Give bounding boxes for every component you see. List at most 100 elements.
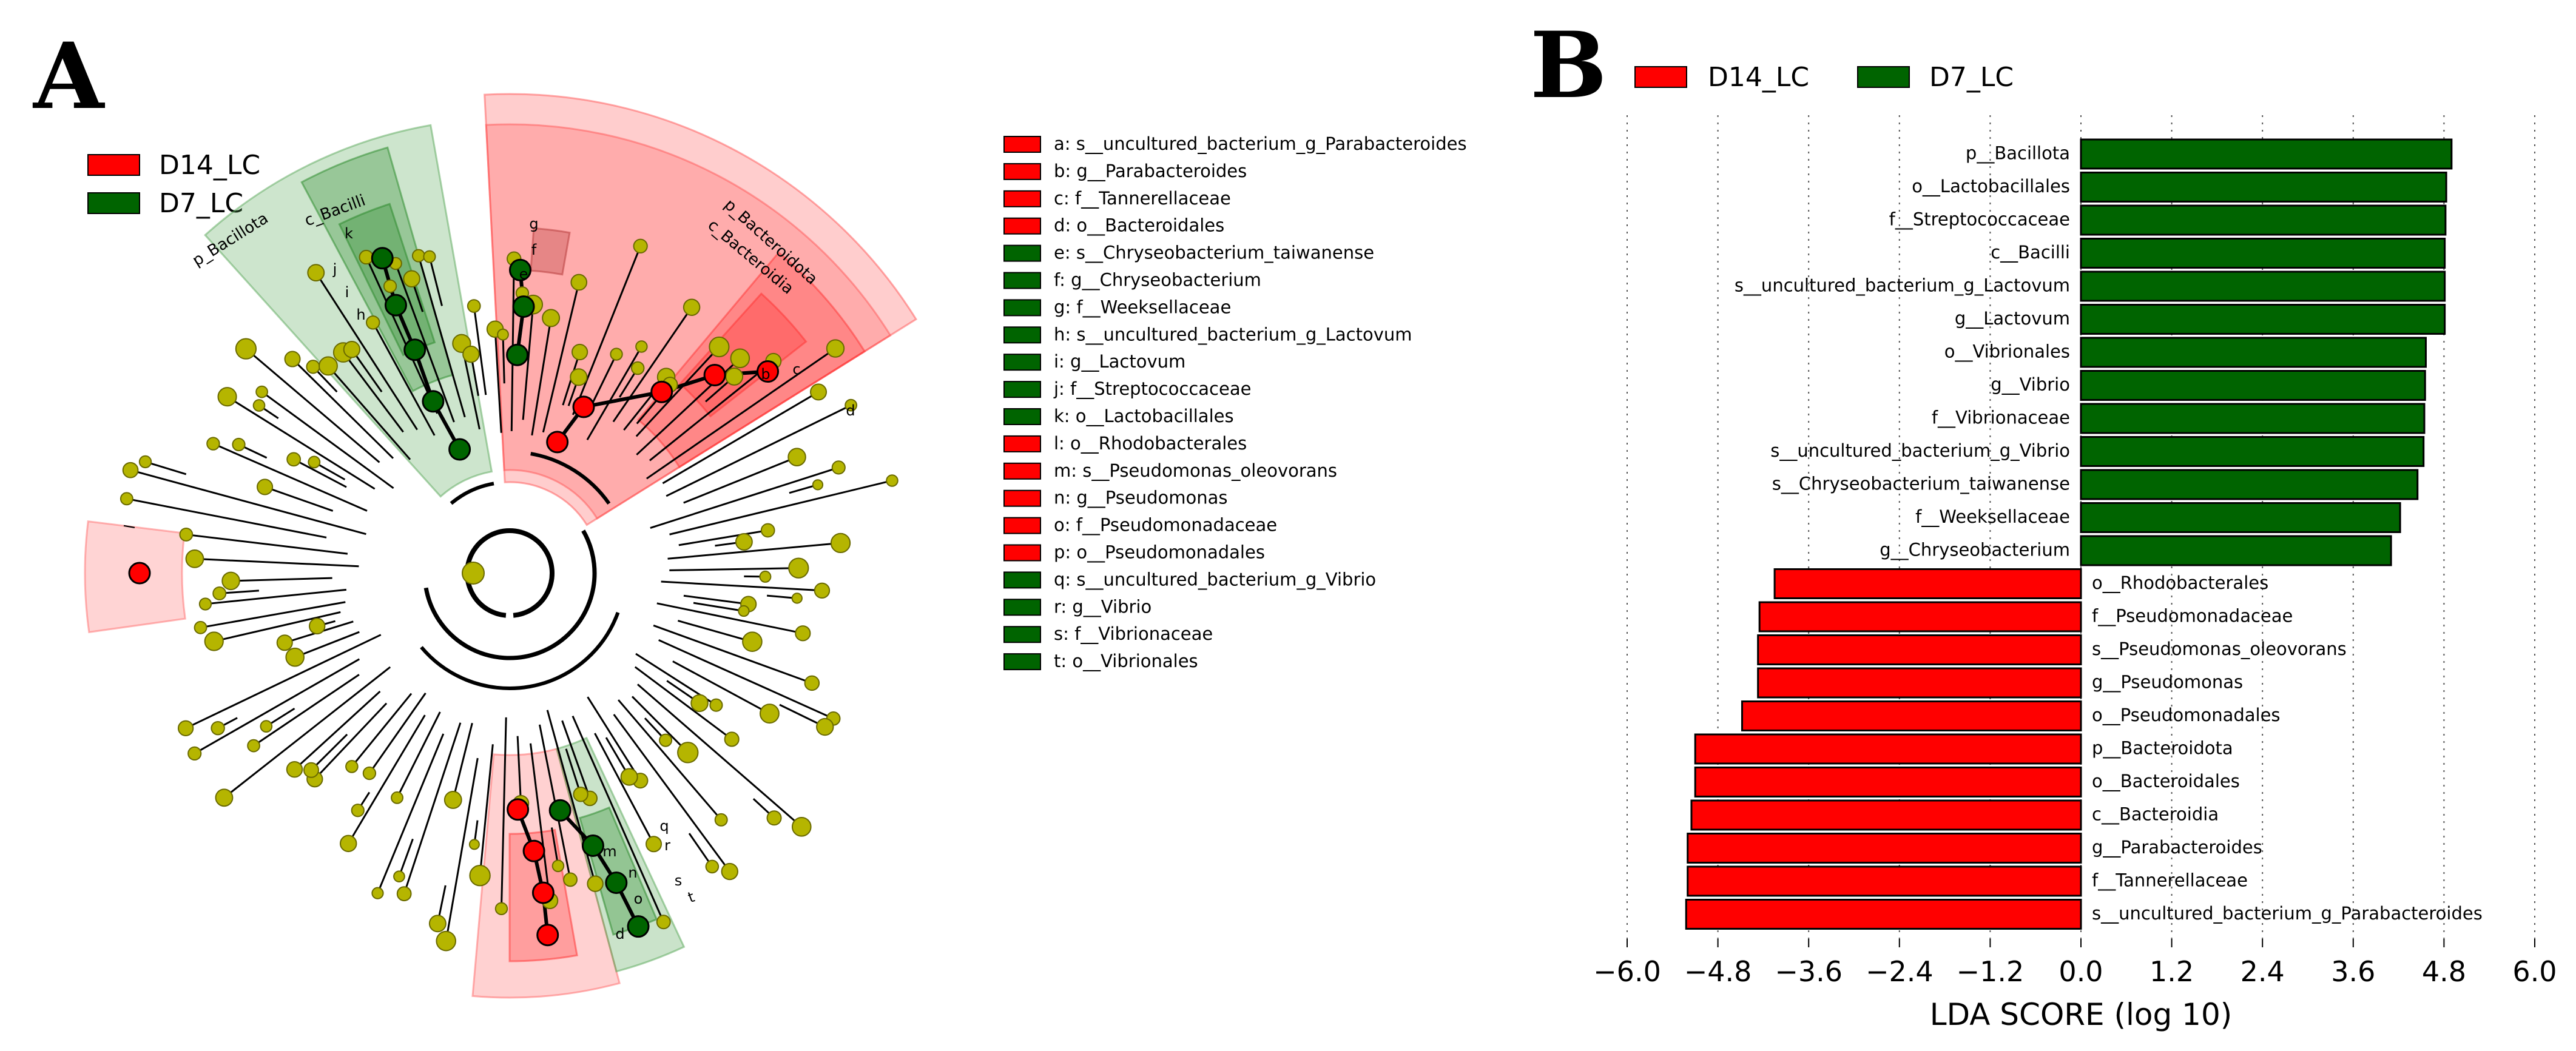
tree-leaf-node-115-link (253, 674, 360, 747)
tree-leaf-node-111-link (314, 702, 388, 780)
tree-leaf-node-83 (714, 813, 728, 827)
clade-label-bottom-n: n (628, 864, 637, 881)
chain-bacteroidota-node-1 (572, 395, 595, 418)
tree-leaf-node-106-link (396, 711, 441, 799)
x-tick-label-6: 1.2 (2149, 955, 2194, 988)
lda-bar-label-23: s__uncultured_bacterium_g_Parabacteroide… (2092, 903, 2483, 924)
tree-leaf-node-9-link (265, 486, 334, 512)
tree-leaf-node-116 (260, 720, 273, 733)
key-swatch-l (1003, 435, 1041, 452)
tree-leaf-node-76 (709, 698, 723, 712)
tree-leaf-node-46 (630, 361, 645, 375)
tree-leaf-node-10 (206, 437, 220, 451)
chain-chryseobacterium-node-1 (512, 295, 535, 318)
tree-leaf-node-39 (542, 309, 561, 327)
key-item-f: f: g__Chryseobacterium (1054, 270, 1261, 290)
tree-leaf-node-81 (677, 742, 699, 764)
tree-leaf-node-35 (497, 328, 509, 341)
tree-leaf-node-75 (760, 703, 780, 724)
tree-leaf-node-63 (830, 532, 851, 553)
chain-pseudomonas-node-2 (531, 881, 555, 904)
tree-leaf-node-57 (787, 448, 806, 466)
backbone-arc-1 (423, 529, 597, 660)
tree-leaf-node-58 (831, 460, 846, 475)
tree-leaf-node-7-link (130, 469, 366, 536)
lda-bar-label-9: s__uncultured_bacterium_g_Vibrio (1770, 440, 2070, 461)
chain-vibrio-node-1 (581, 834, 604, 857)
key-swatch-e (1003, 244, 1041, 262)
tree-leaf-node-54-link (646, 348, 836, 480)
tree-leaf-node-65 (759, 570, 772, 583)
tree-leaf-node-8-link (145, 460, 187, 475)
tree-leaf-node-41 (572, 343, 588, 361)
x-tick-label-7: 2.4 (2241, 955, 2285, 988)
key-swatch-h (1003, 326, 1041, 344)
tree-leaf-node-115 (247, 739, 260, 753)
lda-bar-1 (2080, 172, 2447, 203)
lda-bar-15 (1757, 634, 2082, 665)
tree-leaf-node-64 (788, 557, 809, 579)
tree-leaf-node-16-link (261, 391, 394, 489)
tree-leaf-node-79 (791, 817, 812, 837)
highlight-bacteroidales (637, 251, 866, 469)
key-item-i: i: g__Lactovum (1054, 351, 1185, 372)
lda-bar-20 (1690, 799, 2082, 831)
tree-leaf-node-3 (221, 571, 240, 591)
lda-bar-label-12: g__Chryseobacterium (1880, 540, 2070, 560)
key-swatch-p (1003, 544, 1041, 562)
x-tick-label-0: −6.0 (1593, 955, 1661, 988)
key-swatch-b (1003, 163, 1041, 180)
clade-label-h: h (356, 306, 365, 323)
lda-bar-19 (1694, 767, 2082, 797)
tree-leaf-node-61 (760, 523, 775, 538)
tree-leaf-node-58-link (650, 466, 839, 529)
tree-leaf-node-67 (791, 593, 803, 604)
tree-leaf-node-23-link (315, 272, 418, 431)
chain-bacteroidota-node-2 (650, 380, 673, 403)
chain-chryseobacterium-node-0 (506, 343, 529, 366)
chain-rhodobacterales-node-0 (128, 562, 151, 585)
tree-leaf-node-88 (646, 836, 663, 853)
tree-leaf-node-30-link (428, 256, 443, 306)
lda-bar-3 (2080, 238, 2446, 269)
tree-leaf-node-27-link (394, 263, 455, 423)
legend-swatch-d7-b (1857, 66, 1910, 88)
tree-leaf-node-103 (396, 886, 412, 902)
key-item-a: a: s__uncultured_bacterium_g_Parabactero… (1054, 133, 1467, 154)
key-item-c: c: f__Tannerellaceae (1054, 188, 1231, 209)
chain-bacteroidota-link-2 (583, 390, 663, 409)
lda-bar-18 (1694, 733, 2082, 765)
tree-leaf-node-90-link (561, 720, 591, 799)
tree-leaf-node-92 (587, 875, 604, 892)
tree-leaf-node-89 (656, 915, 671, 930)
lda-bar-label-7: g__Vibrio (1991, 374, 2070, 395)
tree-leaf-node-82 (659, 733, 673, 747)
tree-leaf-node-63-link (667, 542, 841, 560)
tree-leaf-node-13 (308, 455, 321, 469)
tree-leaf-node-75-link (672, 660, 770, 714)
clade-label-top-b: b (761, 366, 770, 383)
tree-leaf-node-96-link (516, 736, 522, 804)
tree-leaf-node-32 (462, 345, 480, 363)
lda-bar-0 (2080, 138, 2453, 170)
tree-leaf-node-72-link (653, 624, 812, 684)
tree-leaf-node-107-link (347, 714, 426, 844)
tree-leaf-node-26 (383, 279, 397, 294)
legend-swatch-d7 (87, 192, 140, 214)
tree-leaf-node-1 (198, 597, 212, 611)
key-swatch-j (1003, 381, 1041, 398)
tree-leaf-node-15 (252, 399, 266, 412)
tree-leaf-node-118 (211, 720, 225, 736)
x-axis-title: LDA SCORE (log 10) (1930, 997, 2233, 1032)
tree-leaf-node-110-link (351, 693, 413, 767)
lda-bar-5 (2080, 304, 2446, 335)
tree-leaf-node-64-link (669, 567, 799, 571)
tree-leaf-node-97-link (500, 717, 507, 909)
key-swatch-c (1003, 190, 1041, 207)
tree-leaf-node-20 (319, 356, 338, 376)
key-item-t: t: o__Vibrionales (1054, 651, 1198, 671)
key-swatch-r (1003, 599, 1041, 616)
x-tick-label-9: 4.8 (2422, 955, 2466, 988)
tree-leaf-node-102 (443, 791, 462, 809)
tree-leaf-node-0 (194, 620, 207, 634)
